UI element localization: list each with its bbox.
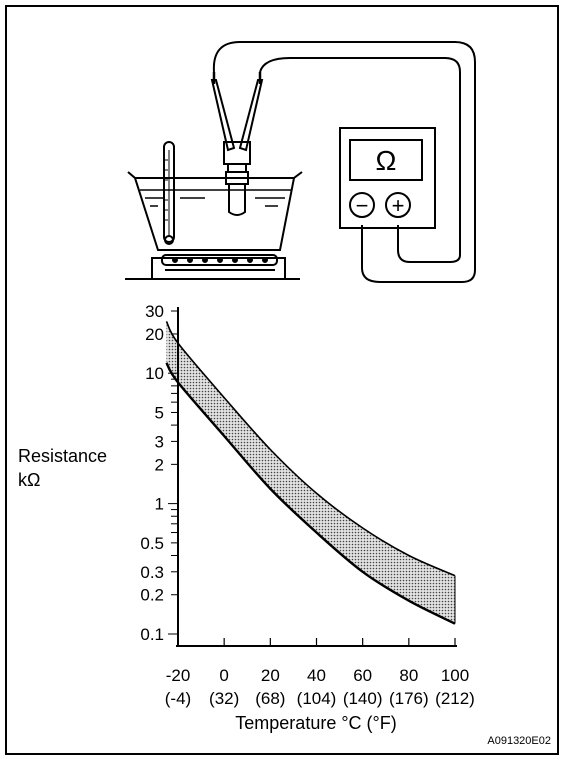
temperature-sensor (223, 141, 251, 216)
x-tick-label-celsius: 20 (261, 666, 280, 685)
y-tick-label: 0.1 (140, 625, 164, 644)
y-tick-label: 1 (155, 495, 164, 514)
test-probes (210, 72, 264, 152)
x-tick-label-fahrenheit: (-4) (165, 689, 191, 708)
resistance-temperature-chart: 30 20 10 5 3 2 1 0.5 0.3 0.2 0.1 -20 (-4) 0 (32) 20 (68… (140, 302, 474, 708)
y-tick-label: 0.3 (140, 563, 164, 582)
upper-limit-curve (165, 320, 456, 577)
thermometer (163, 141, 175, 245)
y-axis-label-line2: kΩ (18, 470, 40, 490)
y-tick-label: 0.5 (140, 534, 164, 553)
tolerance-band-fill (166, 321, 456, 624)
resistance-band (165, 320, 456, 625)
x-tick-label-celsius: -20 (166, 666, 191, 685)
x-tick-label-fahrenheit: (212) (435, 689, 475, 708)
y-tick-label: 5 (155, 403, 164, 422)
ohmmeter (339, 127, 436, 229)
y-tick-label: 2 (155, 455, 164, 474)
minus-terminal-symbol: − (356, 193, 369, 218)
heater-burner (151, 254, 286, 279)
x-tick-label-fahrenheit: (32) (209, 689, 239, 708)
y-axis-ticks: 30 20 10 5 3 2 1 0.5 0.3 0.2 0.1 (140, 302, 178, 644)
plus-terminal-symbol: + (392, 193, 405, 218)
y-tick-label: 3 (155, 432, 164, 451)
wire-negative (259, 57, 461, 263)
x-axis-label: Temperature °C (°F) (235, 713, 396, 733)
wire-positive (212, 41, 476, 283)
x-tick-label-fahrenheit: (104) (297, 689, 337, 708)
y-tick-label: 10 (145, 364, 164, 383)
x-tick-label-celsius: 40 (307, 666, 326, 685)
x-tick-label-celsius: 100 (441, 666, 469, 685)
x-tick-label-celsius: 0 (219, 666, 228, 685)
ohm-symbol: Ω (376, 145, 397, 176)
y-tick-label: 20 (145, 325, 164, 344)
water-pot (127, 171, 303, 251)
x-axis-ticks: -20 (-4) 0 (32) 20 (68) 40 (104) 60 (140) 80 (176) 1… (165, 638, 475, 708)
x-tick-label-fahrenheit: (176) (389, 689, 429, 708)
x-tick-label-fahrenheit: (140) (343, 689, 383, 708)
y-tick-label: 30 (145, 302, 164, 321)
y-tick-label: 0.2 (140, 586, 164, 605)
test-setup-illustration (125, 41, 476, 283)
x-tick-label-celsius: 80 (399, 666, 418, 685)
y-axis-label-line1: Resistance (18, 446, 107, 466)
lower-limit-curve (165, 362, 456, 625)
x-tick-label-celsius: 60 (353, 666, 372, 685)
x-tick-label-fahrenheit: (68) (255, 689, 285, 708)
figure-code: A091320E02 (487, 735, 551, 747)
figure-frame (5, 5, 559, 755)
